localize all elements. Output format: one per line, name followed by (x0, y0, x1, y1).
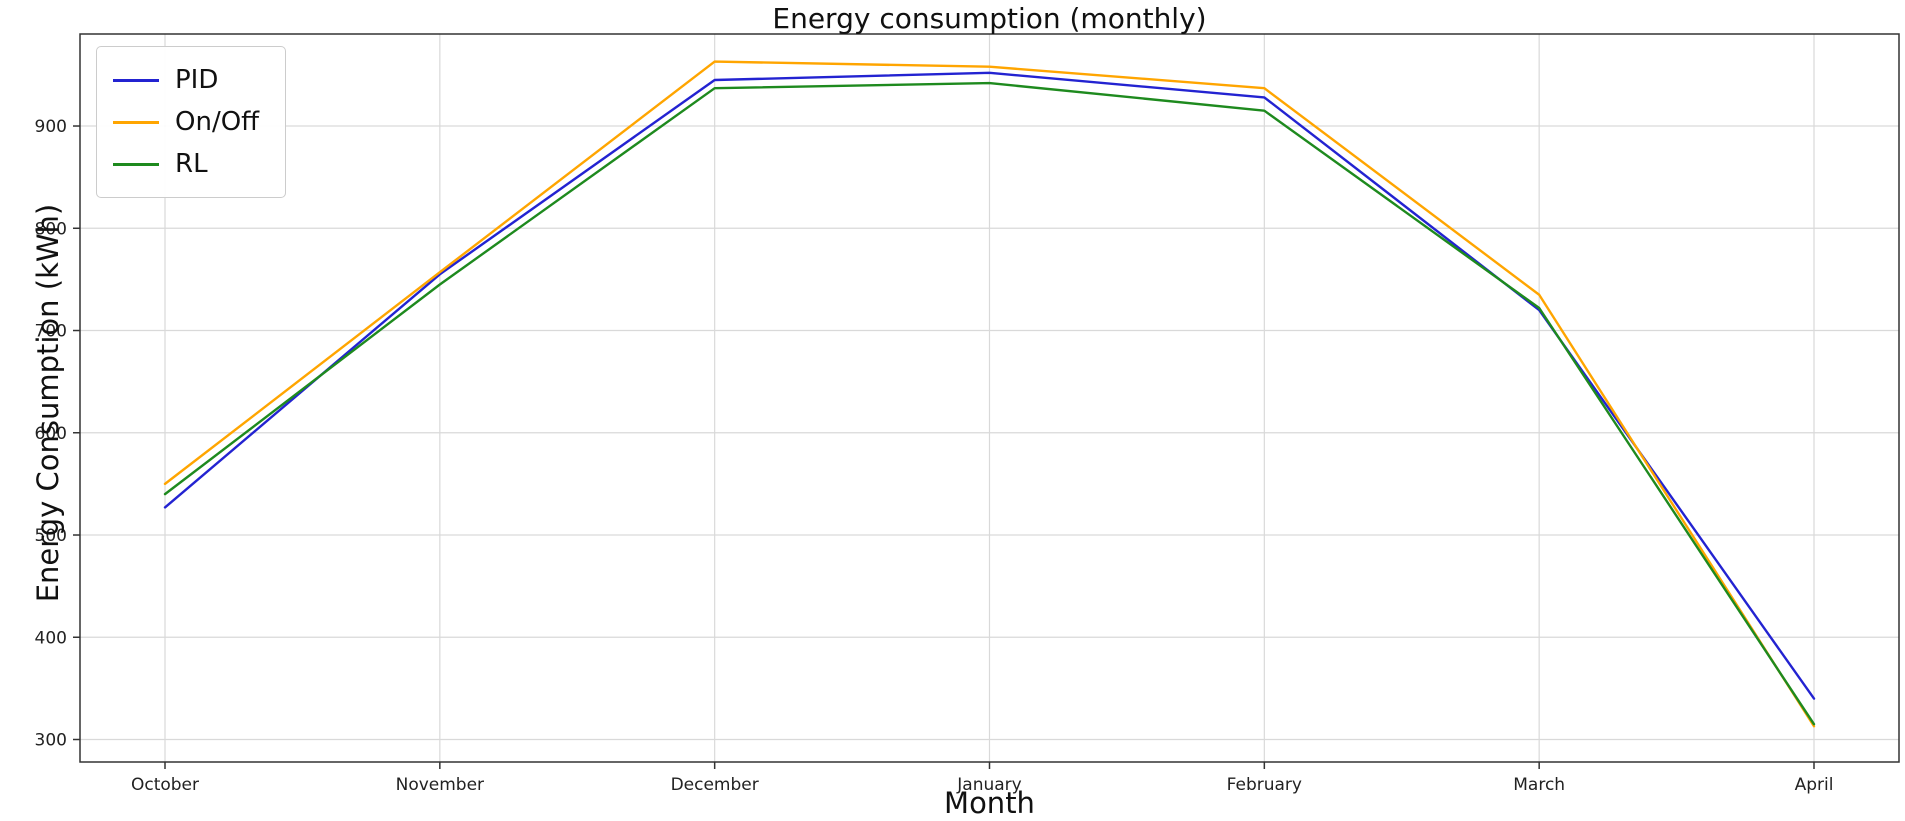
x-tick-label: November (396, 775, 484, 795)
x-tick-label: October (131, 775, 199, 795)
y-tick-label: 700 (35, 322, 67, 342)
legend-line-rl-icon (113, 162, 159, 166)
legend-item-pid: PID (113, 59, 259, 101)
legend-item-rl: RL (113, 143, 259, 185)
chart-title: Energy consumption (monthly) (772, 2, 1207, 35)
legend-item-onoff: On/Off (113, 101, 259, 143)
y-tick-label: 800 (35, 219, 67, 239)
x-axis-label: Month (944, 786, 1035, 820)
legend-label-rl: RL (175, 149, 208, 179)
x-tick-label: February (1227, 775, 1302, 795)
legend-line-onoff-icon (113, 120, 159, 124)
legend-label-pid: PID (175, 65, 219, 95)
y-tick-label: 400 (35, 628, 67, 648)
y-tick-label: 900 (35, 117, 67, 137)
legend-label-onoff: On/Off (175, 107, 260, 137)
series-line-onoff (163, 60, 1816, 728)
y-tick-label: 500 (35, 526, 67, 546)
y-tick-label: 600 (35, 424, 67, 444)
x-tick-label: January (956, 775, 1021, 795)
series-line-rl (163, 81, 1816, 726)
y-tick-label: 300 (35, 731, 67, 751)
x-tick-label: March (1513, 775, 1565, 795)
x-tick-label: December (671, 775, 759, 795)
x-tick-label: April (1795, 775, 1834, 795)
legend: PID On/Off RL (96, 46, 287, 198)
legend-line-pid-icon (113, 78, 159, 82)
y-axis-label: Energy Consumption (kWh) (31, 203, 65, 603)
